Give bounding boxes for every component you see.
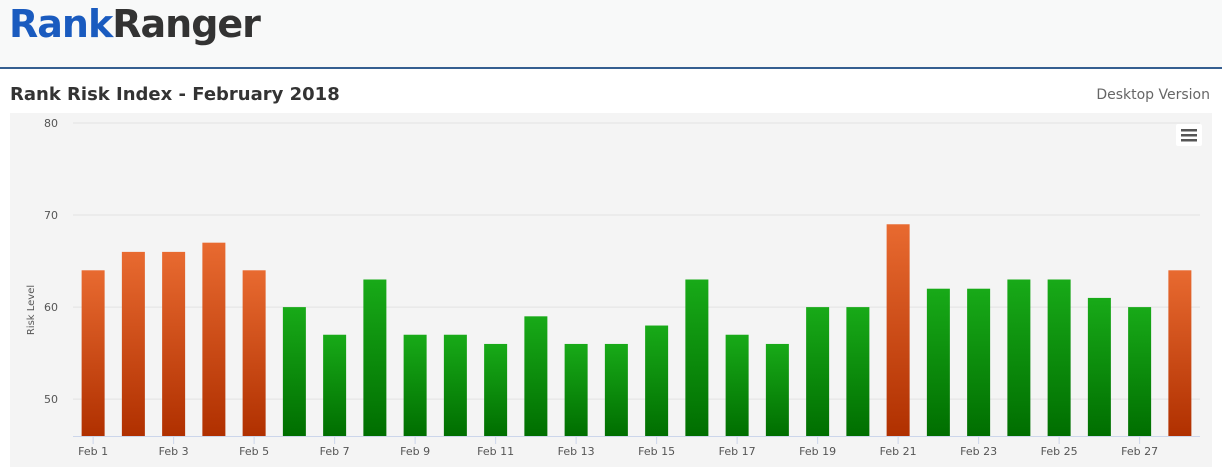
y-tick-label: 50 [44,393,58,406]
x-tick-label: Feb 11 [477,445,514,458]
bar: Feb 19: 60 [806,307,830,436]
bar: Feb 8: 63 [363,279,387,436]
x-tick-label: Feb 23 [960,445,997,458]
y-tick-label: 60 [44,301,58,314]
bar: Feb 22: 62 [926,288,950,436]
x-tick-label: Feb 19 [799,445,836,458]
bar: Feb 14: 56 [604,343,628,436]
bar: Feb 9: 57 [403,334,427,436]
bar: Feb 25: 63 [1047,279,1071,436]
bar: Feb 23: 62 [967,288,991,436]
bar: Feb 4: 67 [202,242,226,436]
bar: Feb 28: 64 [1168,270,1192,436]
x-tick-label: Feb 3 [159,445,189,458]
x-tick-label: Feb 25 [1041,445,1078,458]
x-tick-label: Feb 5 [239,445,269,458]
x-tick-label: Feb 9 [400,445,430,458]
desktop-version-link[interactable]: Desktop Version [1096,87,1210,103]
bar: Feb 3: 66 [162,251,186,436]
bar: Feb 26: 61 [1087,297,1111,436]
bar: Feb 5: 64 [242,270,266,436]
bar: Feb 13: 56 [564,343,588,436]
x-tick-label: Feb 7 [320,445,350,458]
bar: Feb 24: 63 [1007,279,1031,436]
y-axis-label: Risk Level [26,285,37,335]
x-tick-label: Feb 17 [719,445,756,458]
x-tick-label: Feb 13 [558,445,595,458]
page-title: Rank Risk Index - February 2018 [10,84,340,105]
y-tick-label: 70 [44,209,58,222]
chart-area: Risk Level 50 60 70 80 Feb 1: 64 Feb 1 Feb 2: … [10,113,1212,467]
x-tick-label: Feb 1 [78,445,108,458]
site-header: RankRanger [0,0,1222,69]
bar-chart: Risk Level 50 60 70 80 Feb 1: 64 Feb 1 Feb 2: … [26,117,1200,458]
bar: Feb 17: 57 [725,334,749,436]
chart-menu-icon[interactable] [1176,124,1202,146]
y-tick-label: 80 [44,117,58,130]
bar: Feb 21: 69 [886,224,910,436]
x-tick-label: Feb 15 [638,445,675,458]
bar: Feb 10: 57 [443,334,467,436]
bar: Feb 16: 63 [685,279,709,436]
bar: Feb 27: 60 [1128,307,1152,436]
rankranger-logo[interactable]: RankRanger [9,2,261,46]
bar: Feb 12: 59 [524,316,548,436]
bar: Feb 15: 58 [645,325,669,436]
bar: Feb 18: 56 [765,343,789,436]
bar: Feb 7: 57 [323,334,347,436]
bar: Feb 1: 64 [81,270,105,436]
bar: Feb 11: 56 [484,343,508,436]
x-tick-label: Feb 27 [1121,445,1158,458]
x-tick-label: Feb 21 [880,445,917,458]
bar: Feb 20: 60 [846,307,870,436]
bar: Feb 2: 66 [121,251,145,436]
bar: Feb 6: 60 [282,307,306,436]
